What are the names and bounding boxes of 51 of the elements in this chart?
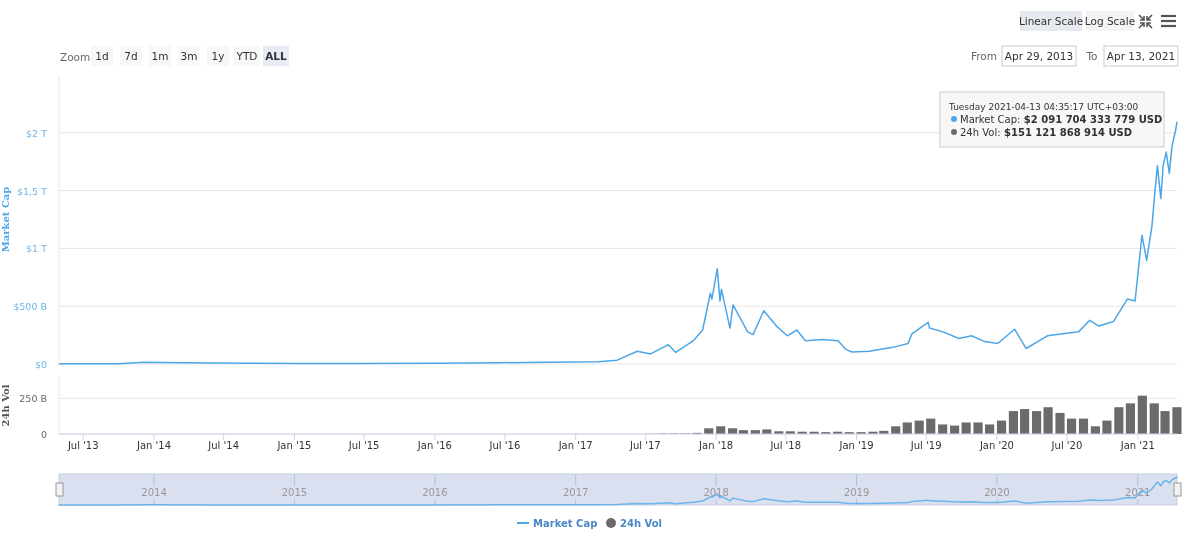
text: From [970,50,997,62]
text: Linear Scale [1018,15,1084,27]
x-tick-label: 2016 [422,487,448,498]
text: 1m [151,50,169,62]
text: To [1085,50,1098,62]
text: 1y [211,50,225,62]
text: 1d [95,50,109,62]
x-tick-label: 2018 [703,487,729,498]
text: ALL [265,50,288,62]
y-axis-title: Market Cap [0,186,11,253]
text: Apr 29, 2013 [1004,50,1074,62]
y-tick-label: $2 T [26,127,48,139]
x-tick-label: Jan '17 [557,440,593,451]
annotation: Tuesday 2021-04-13 04:35:17 UTC+03:00 [948,102,1139,112]
x-tick-label: Jan '20 [978,440,1014,451]
x-tick-label: 2014 [141,487,167,498]
x-tick-label: 2017 [562,487,589,498]
text: YTD [235,50,258,62]
x-tick-label: Jul '17 [628,440,661,451]
x-tick-label: Jan '16 [416,440,452,451]
text: Log Scale [1084,15,1136,27]
y-axis-title: 24h Vol [0,384,11,427]
annotation: Market Cap: $2 091 704 333 779 USD [960,114,1163,125]
x-tick-label: Jul '14 [207,440,240,451]
annotation: 24h Vol: $151 121 868 914 USD [960,127,1133,138]
text: Apr 13, 2021 [1106,50,1176,62]
x-tick-label: Jan '21 [1119,440,1155,451]
x-tick-label: Jan '18 [698,440,734,451]
x-tick-label: 2015 [281,487,308,498]
x-tick-label: Jan '14 [135,440,172,451]
x-tick-label: 2019 [843,487,870,498]
y-tick-label: $500 B [13,301,47,313]
y-tick-label: $0 [34,359,47,370]
x-tick-label: Jul '13 [66,440,99,451]
x-tick-label: Jan '19 [838,440,874,451]
y-tick-label: 0 [40,429,47,440]
y-tick-label: 250 B [19,393,47,405]
legend-label: Market Cap [533,518,598,529]
text: Zoom [60,51,91,63]
x-tick-label: Jul '20 [1050,440,1083,451]
y-tick-label: $1 T [26,243,48,255]
x-tick-label: 2020 [984,487,1010,498]
legend-label: 24h Vol [620,518,663,529]
x-tick-label: Jul '19 [909,440,942,451]
x-tick-label: Jul '16 [488,440,521,451]
text: 7d [124,50,138,62]
x-tick-label: Jan '15 [276,440,312,451]
text: 3m [180,50,198,62]
y-tick-label: $1,5 T [17,185,48,197]
x-tick-label: Jul '18 [769,440,802,451]
x-tick-label: Jul '15 [347,440,380,451]
